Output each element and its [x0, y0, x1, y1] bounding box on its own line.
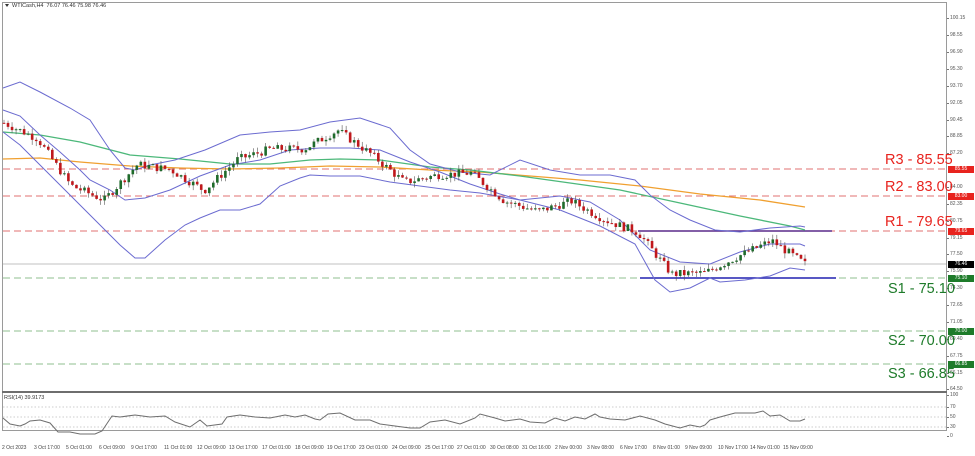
time-label: 5 Oct 01:00 [66, 445, 92, 451]
marker-s2: 70.00 [948, 328, 974, 335]
price-tick: 82.35 [947, 201, 963, 207]
level-label-r1: R1 - 79.65 [885, 214, 953, 230]
time-label: 24 Oct 09:00 [392, 445, 421, 451]
rsi-tick: 0 [947, 433, 953, 439]
chart-frame [2, 2, 947, 431]
candlesticks [2, 119, 807, 281]
price-tick: 87.20 [947, 150, 963, 156]
price-tick: 69.40 [947, 336, 963, 342]
marker-s1: 75.10 [948, 275, 974, 282]
price-tick: 77.50 [947, 251, 963, 257]
price-tick: 74.30 [947, 285, 963, 291]
price-tick: 64.50 [947, 386, 963, 392]
ohlc-values: 76.07 76.46 75.98 76.46 [46, 3, 107, 9]
price-tick: 96.90 [947, 49, 963, 55]
time-label: 8 Nov 01:00 [653, 445, 680, 451]
level-label-s2: S2 - 70.00 [888, 333, 955, 349]
time-label: 23 Oct 01:00 [359, 445, 388, 451]
price-tick: 98.55 [947, 32, 963, 38]
marker-current-price: 76.46 [948, 261, 974, 268]
time-label: 17 Oct 01:00 [262, 445, 291, 451]
marker-s3: 66.85 [948, 361, 974, 368]
rsi-tick: 30 [947, 424, 956, 430]
price-tick: 79.15 [947, 235, 963, 241]
level-label-s1: S1 - 75.10 [888, 281, 955, 297]
collapse-triangle-icon[interactable] [5, 4, 9, 8]
time-label: 12 Oct 09:00 [197, 445, 226, 451]
time-label: 10 Nov 17:00 [718, 445, 748, 451]
time-label: 9 Nov 09:00 [685, 445, 712, 451]
resistance-lines [3, 168, 946, 232]
price-tick: 92.05 [947, 100, 963, 106]
bollinger-bands [2, 81, 806, 293]
price-tick: 72.65 [947, 302, 963, 308]
time-label: 25 Oct 17:00 [425, 445, 454, 451]
price-tick: 100.15 [946, 15, 966, 21]
level-label-r3: R3 - 85.55 [885, 152, 953, 168]
ma-slow-line [2, 157, 806, 208]
time-label: 15 Nov 09:00 [783, 445, 813, 451]
marker-r2: 83.00 [948, 193, 974, 200]
rsi-line [2, 410, 806, 435]
support-lines [3, 277, 946, 365]
time-label: 18 Oct 09:00 [295, 445, 324, 451]
price-tick: 90.45 [947, 117, 963, 123]
rsi-tick: 100 [946, 392, 959, 398]
time-label: 31 Oct 16:00 [522, 445, 551, 451]
time-label: 6 Oct 09:00 [99, 445, 125, 451]
time-label: 19 Oct 17:00 [327, 445, 356, 451]
marker-r1: 79.65 [948, 228, 974, 235]
time-label: 27 Oct 01:00 [457, 445, 486, 451]
rsi-tick: 50 [947, 414, 956, 420]
rsi-indicator-label: RSI(14) 39.9173 [4, 395, 45, 401]
symbol-header: WTICash,H4 76.07 76.46 75.98 76.46 [5, 3, 106, 9]
time-label: 30 Oct 08:00 [490, 445, 519, 451]
price-tick: 75.90 [947, 268, 963, 274]
time-label: 6 Nov 17:00 [620, 445, 647, 451]
price-tick: 71.05 [947, 319, 963, 325]
price-tick: 67.75 [947, 353, 963, 359]
ma-fast-line [2, 131, 806, 231]
price-tick: 80.75 [947, 218, 963, 224]
time-label: 14 Nov 01:00 [750, 445, 780, 451]
level-label-s3: S3 - 66.85 [888, 366, 955, 382]
marker-r3: 85.55 [948, 166, 974, 173]
panel-divider[interactable] [2, 391, 947, 393]
time-label: 2 Nov 00:00 [555, 445, 582, 451]
rsi-tick: 70 [947, 404, 956, 410]
time-label: 9 Oct 17:00 [131, 445, 157, 451]
rsi-levels [3, 406, 946, 428]
price-tick: 66.15 [947, 370, 963, 376]
time-label: 13 Oct 17:00 [229, 445, 258, 451]
time-label: 3 Nov 08:00 [587, 445, 614, 451]
level-label-r2: R2 - 83.00 [885, 179, 953, 195]
symbol-label: WTICash,H4 [12, 3, 44, 9]
time-label: 3 Oct 17:00 [34, 445, 60, 451]
price-tick: 95.30 [947, 66, 963, 72]
price-tick: 84.00 [947, 184, 963, 190]
time-label: 2 Oct 2023 [2, 445, 27, 451]
price-tick: 93.70 [947, 83, 963, 89]
time-label: 11 Oct 01:00 [164, 445, 193, 451]
price-tick: 88.85 [947, 133, 963, 139]
